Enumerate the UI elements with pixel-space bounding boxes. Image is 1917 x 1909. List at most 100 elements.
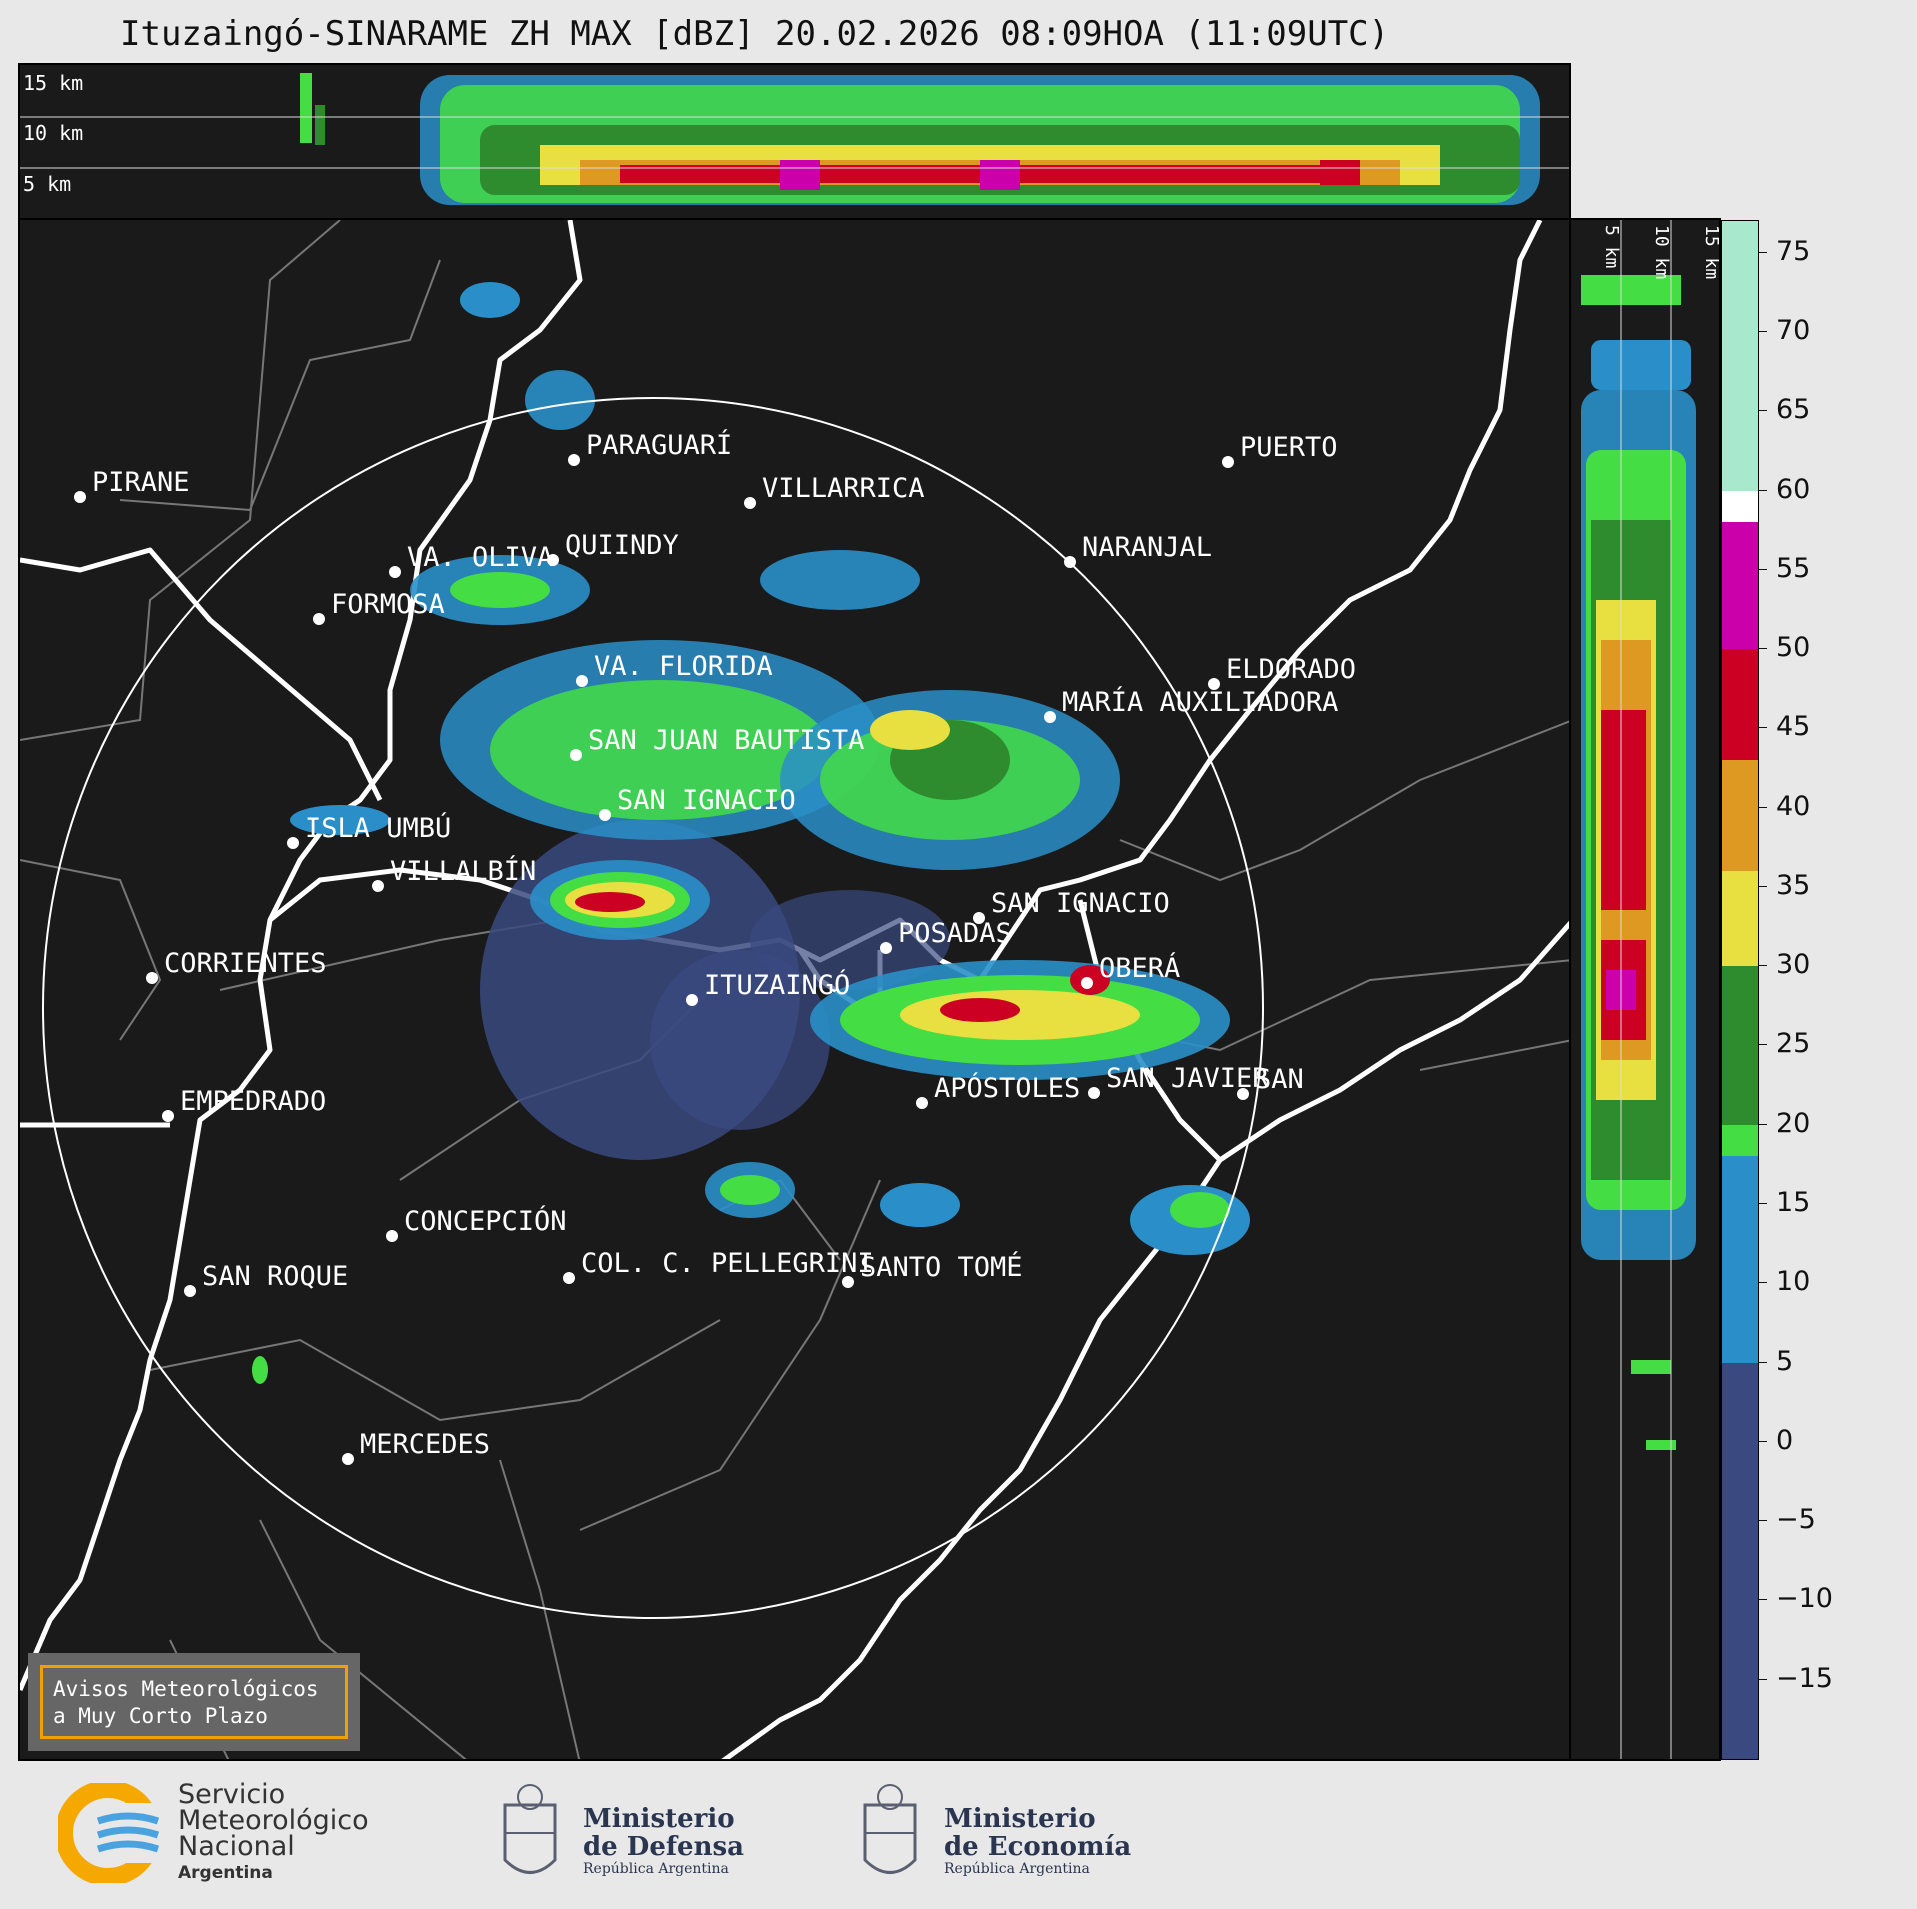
city-dot <box>386 1230 398 1242</box>
city-dot <box>563 1272 575 1284</box>
colorbar-segment <box>1722 966 1758 1125</box>
city-label: POSADAS <box>898 918 1012 949</box>
defensa-line-1: Ministerio <box>583 1804 735 1834</box>
colorbar-tick-label: 45 <box>1776 711 1811 743</box>
city-marker: COL. C. PELLEGRINI <box>563 1248 874 1284</box>
right-height-label-10: 10 km <box>1651 225 1672 279</box>
city-label: MERCEDES <box>360 1429 490 1460</box>
colorbar-tick-label: 50 <box>1776 632 1811 664</box>
colorbar-tick-mark <box>1759 885 1767 887</box>
city-markers: PIRANE PARAGUARÍ VILLARRICA QUIINDY VA. OLIV… <box>74 429 1356 1465</box>
city-dot <box>372 880 384 892</box>
city-marker: APÓSTOLES <box>916 1072 1080 1109</box>
city-label: VILLARRICA <box>762 473 925 504</box>
city-dot <box>1208 678 1220 690</box>
city-dot <box>74 491 86 503</box>
city-marker: ISLA UMBÚ <box>287 812 451 849</box>
colorbar-tick-mark <box>1759 806 1767 808</box>
warning-box[interactable]: Avisos Meteorológicos a Muy Corto Plazo <box>28 1653 360 1751</box>
smn-logo <box>55 1780 168 1887</box>
economia-seal-icon <box>863 1784 917 1874</box>
city-label: ISLA UMBÚ <box>305 812 451 844</box>
right-height-label-5: 5 km <box>1601 225 1622 268</box>
city-marker: OBERÁ <box>1081 952 1180 989</box>
city-label: NARANJAL <box>1082 532 1212 563</box>
city-label: EMPEDRADO <box>180 1086 326 1117</box>
city-label: QUIINDY <box>565 530 679 561</box>
colorbar-tick-label: 70 <box>1776 314 1811 346</box>
radar-map-panel[interactable]: PIRANE PARAGUARÍ VILLARRICA QUIINDY VA. OLIV… <box>18 218 1571 1761</box>
city-marker: VA. FLORIDA <box>576 651 773 687</box>
city-dot <box>599 809 611 821</box>
top-height-label-15: 15 km <box>23 71 83 95</box>
city-marker: EMPEDRADO <box>162 1086 326 1122</box>
smn-line-3: Nacional <box>178 1831 295 1862</box>
city-marker: VA. OLIVA <box>389 542 553 578</box>
city-dot <box>1088 1087 1100 1099</box>
colorbar-tick-mark <box>1759 568 1767 570</box>
city-marker: QUIINDY <box>547 530 679 566</box>
warning-line-2: a Muy Corto Plazo <box>53 1704 268 1728</box>
warning-line-1: Avisos Meteorológicos <box>53 1677 319 1701</box>
city-label: SANTO TOMÉ <box>860 1251 1023 1283</box>
city-dot <box>146 972 158 984</box>
city-dot <box>1064 556 1076 568</box>
colorbar-tick-mark <box>1759 1203 1767 1205</box>
city-dot <box>547 554 559 566</box>
right-cross-section-echoes <box>1581 275 1696 1450</box>
city-label: MARÍA AUXILIADORA <box>1062 686 1338 718</box>
colorbar-tick-label: 15 <box>1776 1187 1811 1219</box>
city-dot <box>389 566 401 578</box>
city-marker: SANTO TOMÉ <box>842 1251 1023 1288</box>
colorbar-tick-mark <box>1759 648 1767 650</box>
city-dot <box>342 1453 354 1465</box>
colorbar-tick-label: 25 <box>1776 1028 1811 1060</box>
right-height-label-15: 15 km <box>1701 225 1721 279</box>
city-marker: SAN <box>1237 1064 1304 1100</box>
colorbar-segment <box>1722 649 1758 761</box>
city-marker: PUERTO <box>1222 432 1338 468</box>
colorbar-tick-label: 65 <box>1776 394 1811 426</box>
city-label: COL. C. PELLEGRINI <box>581 1248 874 1279</box>
colorbar-segment <box>1722 1124 1758 1157</box>
city-dot <box>973 912 985 924</box>
colorbar-tick-mark <box>1759 965 1767 967</box>
city-label: VA. OLIVA <box>407 542 553 573</box>
colorbar-tick-mark <box>1759 251 1767 253</box>
city-marker: SAN IGNACIO <box>973 888 1170 924</box>
city-marker: PARAGUARÍ <box>568 429 732 466</box>
colorbar-tick-mark <box>1759 1282 1767 1284</box>
reflectivity-colorbar <box>1721 220 1759 1760</box>
city-dot <box>570 749 582 761</box>
city-dot <box>568 454 580 466</box>
city-label: FORMOSA <box>331 589 445 620</box>
economia-seal <box>855 1775 925 1899</box>
city-dot <box>313 613 325 625</box>
colorbar-segment <box>1722 760 1758 872</box>
city-marker: VILLALBÍN <box>372 855 536 892</box>
page-title: Ituzaingó-SINARAME ZH MAX [dBZ] 20.02.20… <box>120 14 1390 54</box>
defensa-seal-icon <box>503 1784 557 1874</box>
colorbar-tick-mark <box>1759 489 1767 491</box>
top-cross-section-panel: 15 km 10 km 5 km <box>18 63 1571 220</box>
city-label: PIRANE <box>92 467 190 498</box>
city-dot <box>1237 1088 1249 1100</box>
city-marker: SAN IGNACIO <box>599 785 796 821</box>
city-label: SAN IGNACIO <box>617 785 796 816</box>
top-height-label-10: 10 km <box>23 121 83 145</box>
economia-line-2: de Economía <box>944 1832 1132 1862</box>
warning-link[interactable]: Avisos Meteorológicos a Muy Corto Plazo <box>40 1665 348 1739</box>
colorbar-tick-label: 60 <box>1776 473 1811 505</box>
smn-line-1: Servicio <box>178 1779 286 1810</box>
colorbar-tick-label: 75 <box>1776 235 1811 267</box>
city-dot <box>842 1276 854 1288</box>
city-label: SAN JUAN BAUTISTA <box>588 725 864 756</box>
city-label: CONCEPCIÓN <box>404 1205 567 1237</box>
colorbar-segment <box>1722 1362 1758 1759</box>
city-marker: ITUZAINGÓ <box>686 969 850 1006</box>
colorbar-tick-mark <box>1759 410 1767 412</box>
defensa-line-2: de Defensa <box>583 1832 744 1862</box>
right-cross-section-panel: 5 km 10 km 15 km <box>1569 218 1721 1761</box>
colorbar-tick-mark <box>1759 1044 1767 1046</box>
city-dot <box>916 1097 928 1109</box>
